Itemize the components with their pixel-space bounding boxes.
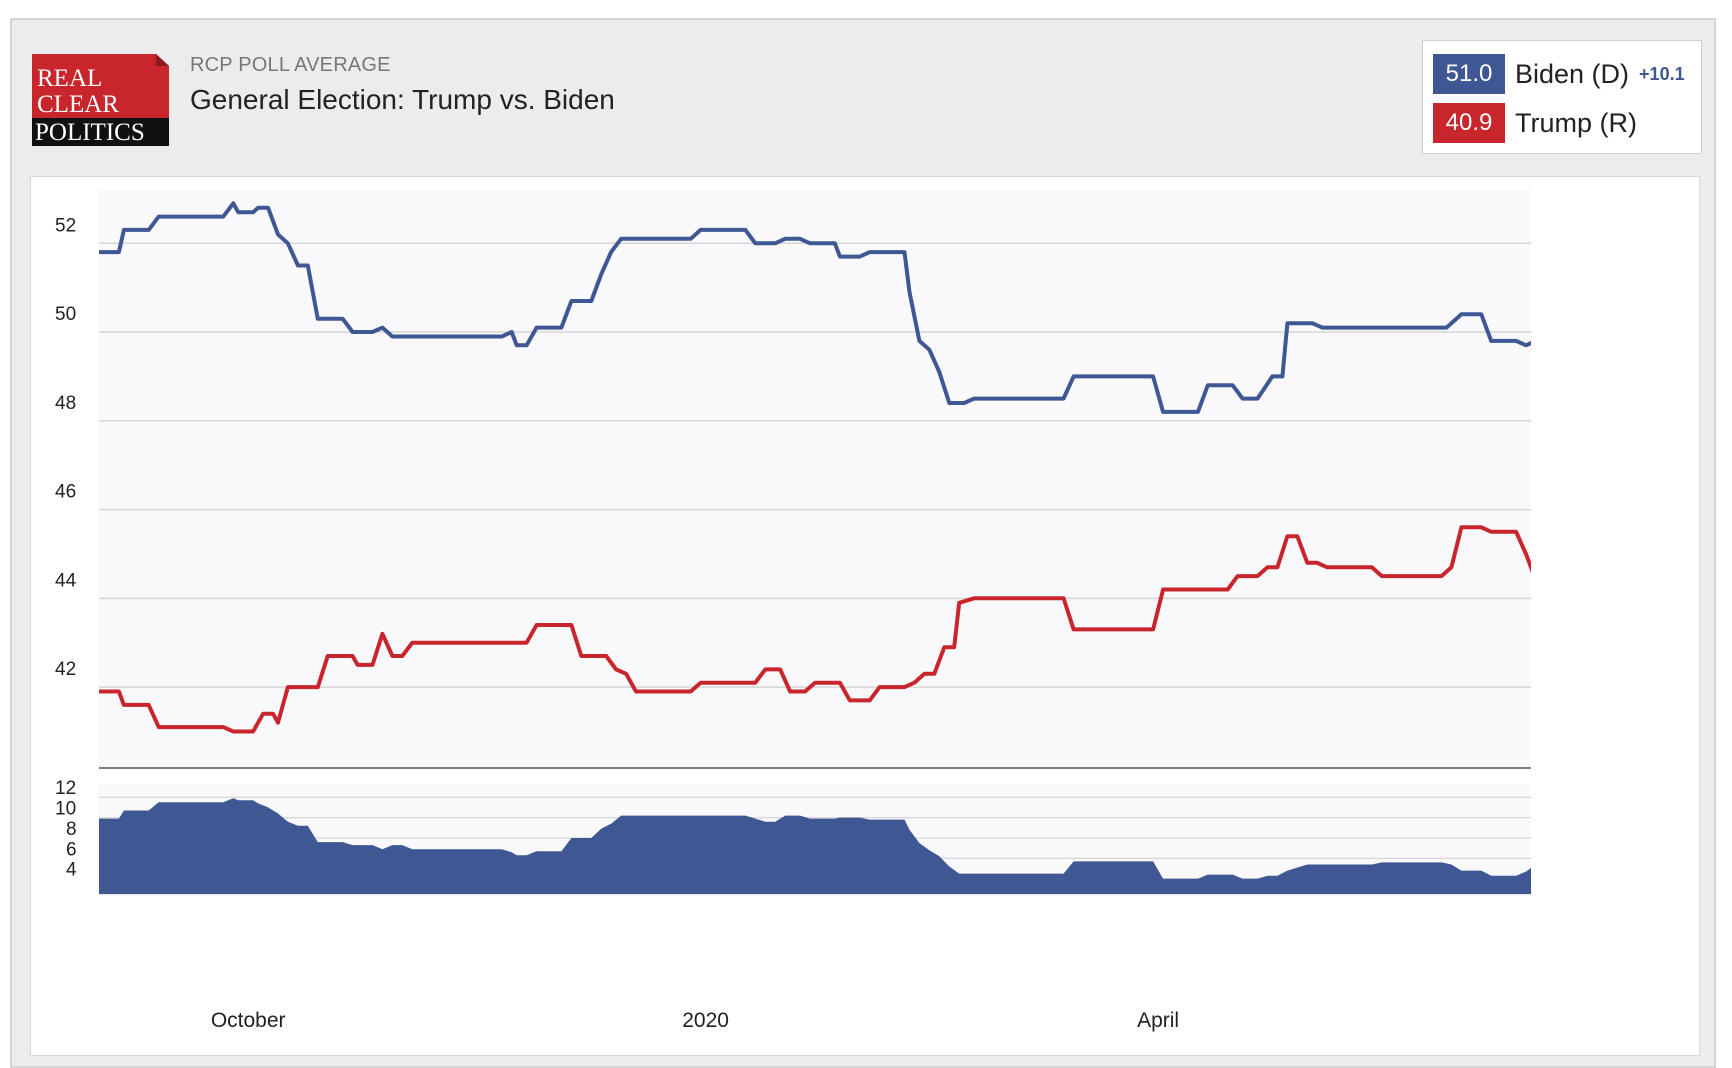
logo-red-block: [32, 54, 169, 118]
y-tick-label-52: 52: [55, 215, 76, 236]
spread-tick-label-12: 12: [55, 778, 76, 799]
logo-text-clear: CLEAR: [37, 91, 119, 118]
y-tick-label-50: 50: [55, 304, 76, 325]
spread-tick-label-10: 10: [55, 799, 76, 820]
spread-tick-label-6: 6: [66, 839, 77, 860]
main-plot-background: [99, 190, 1531, 767]
logo-text-politics: POLITICS: [35, 119, 145, 146]
logo-text-real: REAL: [37, 65, 102, 92]
trump-line: [99, 525, 1531, 734]
legend-row-biden[interactable]: 51.0 Biden (D) +10.1: [1433, 54, 1685, 94]
x-tick-label-april: April: [1137, 1009, 1179, 1032]
spread-area: [99, 798, 1531, 894]
trump-value-badge: 40.9: [1433, 103, 1505, 143]
spread-tick-label-4: 4: [66, 860, 77, 881]
y-tick-label-44: 44: [55, 570, 77, 591]
biden-legend-label: Biden (D): [1515, 58, 1630, 89]
x-tick-label-october: October: [211, 1009, 286, 1032]
biden-spread: +10.1: [1639, 63, 1685, 84]
x-tick-label-2020: 2020: [682, 1009, 729, 1032]
logo-corner-fold: [156, 54, 169, 66]
legend-box: 51.0 Biden (D) +10.1 40.9 Trump (R): [1422, 40, 1702, 154]
chart-panel: 42 44 46 48 50 52 4 6 8 10 12 October 2020 April: [30, 176, 1700, 1056]
real-clear-politics-logo: REAL CLEAR POLITICS: [32, 54, 169, 146]
y-tick-label-46: 46: [55, 482, 76, 503]
trump-legend-label: Trump (R): [1515, 107, 1637, 138]
y-tick-label-42: 42: [55, 659, 76, 680]
race-title: General Election: Trump vs. Biden: [190, 84, 615, 115]
biden-value-badge: 51.0: [1433, 54, 1505, 94]
legend-row-trump[interactable]: 40.9 Trump (R): [1433, 103, 1637, 143]
logo-black-block: [32, 118, 169, 146]
spread-tick-label-8: 8: [66, 819, 77, 840]
poll-average-kicker: RCP POLL AVERAGE: [190, 54, 391, 76]
y-tick-label-48: 48: [55, 393, 76, 414]
biden-line: [99, 201, 1531, 414]
